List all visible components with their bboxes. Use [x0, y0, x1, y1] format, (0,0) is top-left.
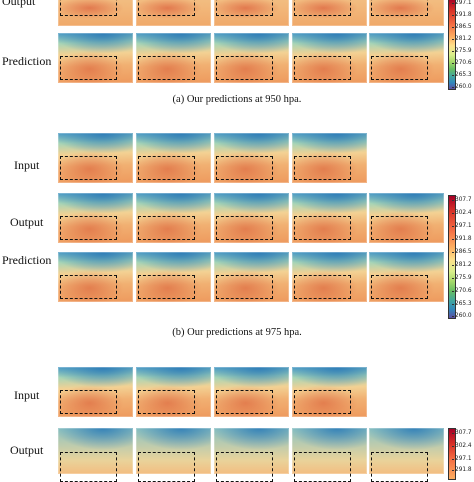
- region-box: [138, 215, 195, 240]
- map-tile: [136, 367, 211, 417]
- row-label-output-a: Output: [2, 0, 36, 8]
- region-box: [138, 55, 195, 80]
- region-box: [371, 452, 428, 482]
- region-box: [216, 155, 273, 180]
- map-tile: [214, 0, 289, 26]
- map-tile: [214, 428, 289, 482]
- region-box: [60, 55, 117, 80]
- region-box: [294, 0, 351, 16]
- map-tile: [369, 193, 444, 243]
- map-tile: [214, 252, 289, 302]
- region-box: [138, 155, 195, 180]
- map-tile: [136, 428, 211, 482]
- map-tile: [369, 252, 444, 302]
- map-tile: [292, 33, 367, 83]
- map-tile: [369, 0, 444, 26]
- map-tile: [292, 428, 367, 482]
- row-label-input-c: Input: [14, 388, 40, 402]
- colorbar-tick: 275.9: [452, 48, 472, 54]
- colorbar-tick: 260.0: [452, 84, 472, 90]
- region-box: [60, 274, 117, 299]
- region-box: [138, 274, 195, 299]
- region-box: [294, 155, 351, 180]
- region-box: [371, 215, 428, 240]
- colorbar-tick: 291.8: [452, 236, 472, 242]
- region-box: [294, 55, 351, 80]
- region-box: [371, 274, 428, 299]
- region-box: [60, 155, 117, 180]
- map-tile: [292, 367, 367, 417]
- region-box: [216, 452, 273, 482]
- map-tile: [58, 252, 133, 302]
- colorbar-tick: 302.4: [452, 210, 472, 216]
- map-tile: [369, 33, 444, 83]
- region-box: [216, 0, 273, 16]
- colorbar-tick: 286.5: [452, 249, 472, 255]
- colorbar-tick: 307.7: [452, 197, 472, 203]
- colorbar-tick: 281.2: [452, 262, 472, 268]
- colorbar-tick: 265.3: [452, 72, 472, 78]
- map-tile: [58, 367, 133, 417]
- caption-b: (b) Our predictions at 975 hpa.: [172, 327, 302, 338]
- map-tile: [136, 0, 211, 26]
- region-box: [371, 0, 428, 16]
- map-tile: [58, 193, 133, 243]
- colorbar-tick: 286.5: [452, 24, 472, 30]
- colorbar-tick: 270.6: [452, 60, 472, 66]
- map-tile: [58, 33, 133, 83]
- region-box: [294, 274, 351, 299]
- colorbar-tick: 297.1: [452, 223, 472, 229]
- region-box: [60, 215, 117, 240]
- colorbar-tick: 275.9: [452, 275, 472, 281]
- region-box: [294, 389, 351, 414]
- map-tile: [292, 133, 367, 183]
- colorbar-tick: 281.2: [452, 36, 472, 42]
- colorbar-a: [448, 0, 456, 90]
- caption-a: (a) Our predictions at 950 hpa.: [172, 94, 302, 105]
- map-tile: [136, 33, 211, 83]
- region-box: [216, 215, 273, 240]
- map-tile: [214, 367, 289, 417]
- map-tile: [214, 133, 289, 183]
- map-tile: [369, 428, 444, 482]
- map-tile: [214, 193, 289, 243]
- map-tile: [58, 428, 133, 482]
- map-tile: [136, 133, 211, 183]
- region-box: [294, 452, 351, 482]
- map-tile: [58, 0, 133, 26]
- colorbar-b: [448, 195, 456, 319]
- map-tile: [292, 193, 367, 243]
- colorbar-tick: 297.1: [452, 0, 472, 6]
- colorbar-tick: 260.0: [452, 313, 472, 319]
- region-box: [216, 389, 273, 414]
- row-label-prediction-a: Prediction: [2, 54, 52, 68]
- map-tile: [58, 133, 133, 183]
- row-label-input-b: Input: [14, 158, 40, 172]
- region-box: [60, 389, 117, 414]
- colorbar-tick: 307.7: [452, 430, 472, 436]
- row-label-output-c: Output: [10, 443, 44, 457]
- region-box: [138, 389, 195, 414]
- region-box: [216, 274, 273, 299]
- region-box: [60, 0, 117, 16]
- region-box: [294, 215, 351, 240]
- map-tile: [292, 252, 367, 302]
- region-box: [138, 452, 195, 482]
- map-tile: [136, 252, 211, 302]
- map-tile: [136, 193, 211, 243]
- colorbar-tick: 270.6: [452, 288, 472, 294]
- region-box: [60, 452, 117, 482]
- colorbar-tick: 265.3: [452, 301, 472, 307]
- colorbar-tick: 302.4: [452, 443, 472, 449]
- region-box: [138, 0, 195, 16]
- colorbar-tick: 291.8: [452, 467, 472, 473]
- region-box: [216, 55, 273, 80]
- region-box: [371, 55, 428, 80]
- row-label-output-b: Output: [10, 215, 44, 229]
- colorbar-tick: 291.8: [452, 12, 472, 18]
- colorbar-tick: 297.1: [452, 456, 472, 462]
- row-label-prediction-b: Prediction: [2, 253, 52, 267]
- map-tile: [214, 33, 289, 83]
- map-tile: [292, 0, 367, 26]
